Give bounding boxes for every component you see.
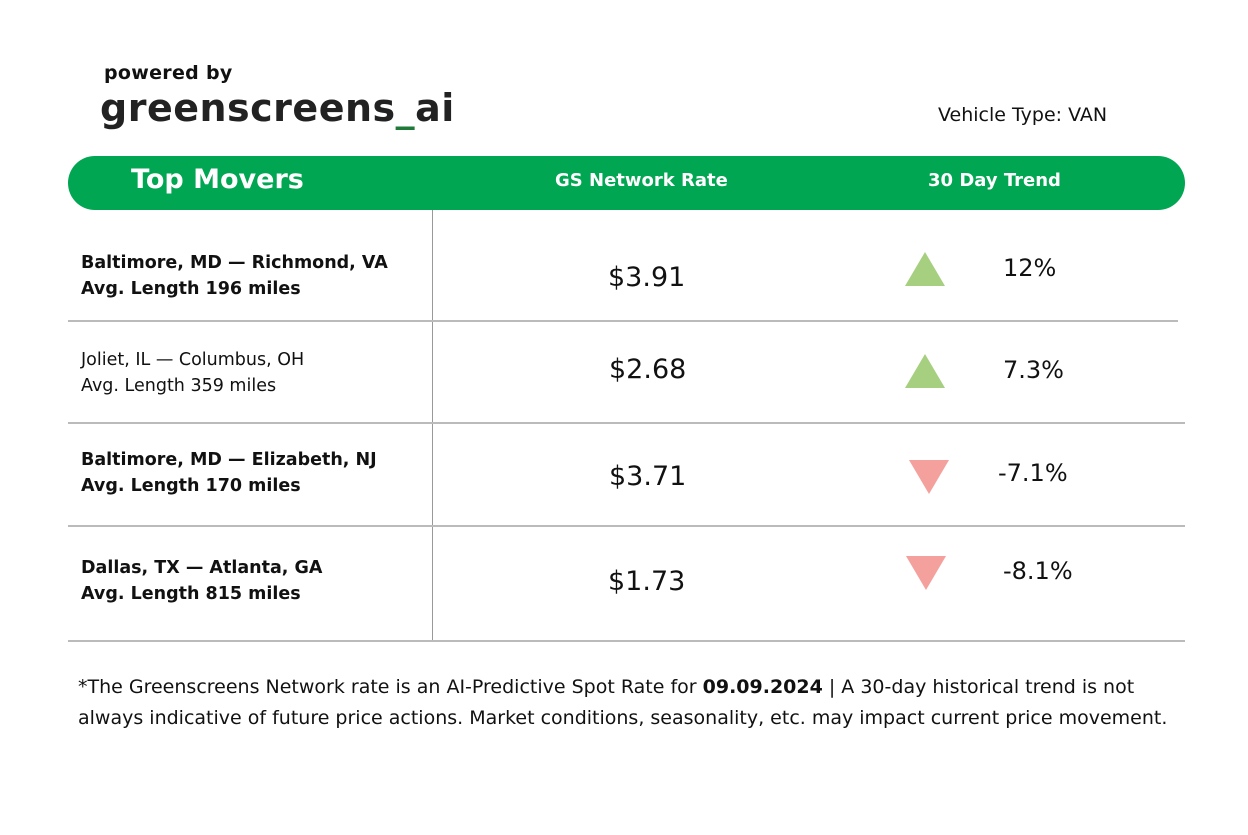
column-header-rate: GS Network Rate [555,170,728,191]
trend-value: 12% [1003,254,1057,282]
table-row-lane: Baltimore, MD — Elizabeth, NJ Avg. Length… [81,450,377,496]
row-divider [68,422,1185,424]
column-header-trend: 30 Day Trend [928,170,1061,191]
triangle-up-icon [905,354,945,388]
footnote: *The Greenscreens Network rate is an AI-… [78,676,1168,729]
rate-value: $1.73 [608,566,686,597]
triangle-up-icon [905,252,945,286]
table-title: Top Movers [131,164,304,195]
row-divider [68,525,1185,527]
powered-by-label: powered by [104,62,233,84]
trend-value: -7.1% [998,459,1068,487]
trend-value: 7.3% [1003,356,1064,384]
rate-value: $3.71 [609,461,687,492]
vehicle-type: Vehicle Type: VAN [938,104,1108,126]
triangle-down-icon [909,460,949,494]
greenscreens-logo: greenscreens_ai [100,86,455,130]
table-row-lane: Baltimore, MD — Richmond, VA Avg. Length … [81,253,388,299]
rate-value: $3.91 [608,262,686,293]
triangle-down-icon [906,556,946,590]
table-header [68,156,1185,210]
row-divider [68,320,1178,322]
rate-value: $2.68 [609,354,687,385]
table-row-lane: Dallas, TX — Atlanta, GA Avg. Length 815 … [81,558,323,604]
column-divider [432,210,433,641]
row-divider [68,640,1185,642]
trend-value: -8.1% [1003,557,1073,585]
table-row-lane: Joliet, IL — Columbus, OH Avg. Length 359… [81,350,305,396]
